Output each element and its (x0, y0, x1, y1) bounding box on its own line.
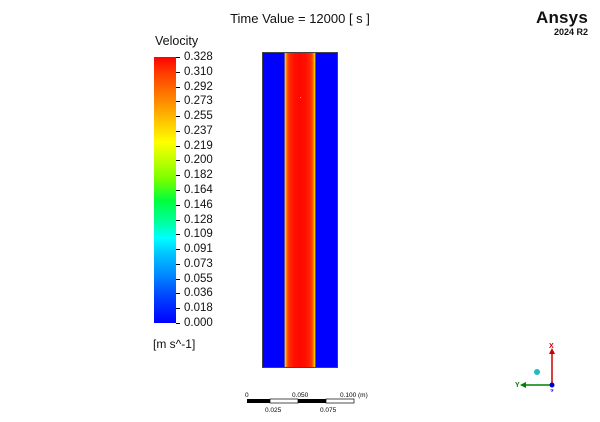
legend-tick-mark (176, 146, 180, 147)
legend-tick-mark (176, 279, 180, 280)
time-value-title: Time Value = 12000 [ s ] (230, 11, 370, 26)
legend-tick-mark (176, 220, 180, 221)
x-axis-arrow (549, 348, 555, 354)
z-axis-dot (549, 382, 555, 388)
legend-tick-label: 0.328 (184, 51, 213, 63)
legend-tick-mark (176, 57, 180, 58)
scale-label-0050: 0.050 (292, 392, 309, 399)
legend-tick-label: 0.055 (184, 273, 213, 285)
scale-segment (247, 399, 270, 403)
legend-tick-mark (176, 323, 180, 324)
axis-triad[interactable]: X Y Z (512, 342, 562, 392)
scale-unit: (m) (358, 392, 368, 399)
legend-tick-label: 0.310 (184, 66, 213, 78)
legend-title: Velocity (155, 34, 199, 48)
scale-bar: 0 0.050 0.100 (m) 0.025 0.075 (245, 392, 368, 414)
legend-tick-label: 0.200 (184, 154, 213, 166)
legend-tick-label: 0.273 (184, 95, 213, 107)
scale-segment (298, 399, 326, 403)
legend-tick-mark (176, 190, 180, 191)
legend-tick-mark (176, 101, 180, 102)
legend-tick-label: 0.182 (184, 169, 213, 181)
legend-tick-label: 0.109 (184, 228, 213, 240)
legend-tick-mark (176, 293, 180, 294)
y-axis-arrow (520, 382, 526, 388)
view-sphere-icon (534, 369, 540, 375)
legend-tick-label: 0.128 (184, 214, 213, 226)
legend-units: [m s^-1] (153, 337, 196, 351)
legend-tick-mark (176, 234, 180, 235)
x-axis-label: X (549, 343, 554, 350)
scale-segment (325, 398, 355, 404)
velocity-contour-plot[interactable] (262, 52, 338, 368)
legend-tick-mark (176, 160, 180, 161)
scale-label-0025: 0.025 (265, 407, 282, 414)
legend-tick-mark (176, 87, 180, 88)
z-axis-label: Z (550, 390, 554, 392)
legend-tick-label: 0.000 (184, 317, 213, 329)
legend-tick-label: 0.255 (184, 110, 213, 122)
legend-tick-label: 0.292 (184, 81, 213, 93)
legend-tick-mark (176, 72, 180, 73)
y-axis-label: Y (515, 382, 520, 389)
legend-tick-label: 0.146 (184, 199, 213, 211)
legend-tick-label: 0.018 (184, 302, 213, 314)
scale-label-0: 0 (245, 392, 249, 399)
scale-label-0075: 0.075 (320, 407, 337, 414)
legend-tick-mark (176, 264, 180, 265)
legend-tick-label: 0.164 (184, 184, 213, 196)
legend-tick-mark (176, 175, 180, 176)
legend-tick-label: 0.091 (184, 243, 213, 255)
brand-version: 2024 R2 (553, 27, 588, 37)
legend-tick-mark (176, 131, 180, 132)
legend-tick-mark (176, 249, 180, 250)
color-bar (154, 57, 176, 323)
legend-tick-label: 0.219 (184, 140, 213, 152)
probe-marker (300, 97, 301, 98)
brand-name: Ansys (535, 8, 588, 27)
scale-segment (269, 398, 299, 404)
legend-tick-mark (176, 116, 180, 117)
legend-tick-mark (176, 205, 180, 206)
legend-tick-label: 0.036 (184, 287, 213, 299)
legend-tick-mark (176, 308, 180, 309)
scale-label-0100: 0.100 (340, 392, 357, 399)
legend-tick-label: 0.237 (184, 125, 213, 137)
legend-tick-label: 0.073 (184, 258, 213, 270)
ansys-logo: Ansys 2024 R2 (536, 9, 588, 37)
